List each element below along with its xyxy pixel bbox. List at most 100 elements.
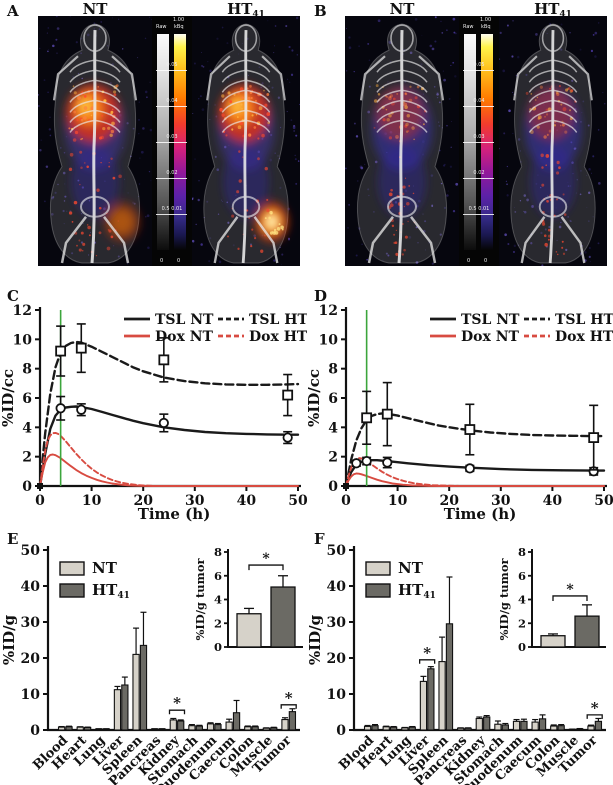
svg-text:%ID/g: %ID/g [0,614,18,665]
bar-ht41-tumor [288,711,297,731]
colorbar-label: 0.05 [473,62,485,68]
curve-tsl-ht41 [38,340,300,488]
svg-text:0: 0 [341,493,351,509]
header-text: HT [534,0,560,18]
data-point [351,458,362,469]
svg-text:%ID/g tumor: %ID/g tumor [499,558,511,641]
colorbar-label: Raw [463,24,474,30]
svg-text:10: 10 [21,687,41,703]
scan-column-header-b-nt: NT [389,0,415,18]
svg-text:4: 4 [22,420,32,436]
colorbar-label: 0.03 [166,134,178,140]
svg-text:6: 6 [328,391,338,407]
colorbar-label: 0.03 [473,134,485,140]
svg-text:20: 20 [439,493,459,509]
line-chart-c: 0 10 20 30 40 50 0 2 4 6 8 10 12 Time (h) %ID/cc TSL NT… [0,303,320,523]
svg-text:2: 2 [214,616,222,630]
skeleton [359,24,445,264]
svg-text:10: 10 [319,332,339,348]
bar-chart-f: 01020304050%ID/gBloodHeartLungLiverSplee… [306,543,606,785]
bar-nt-heart [76,726,84,731]
chart-f-tumor-inset: 0 2 4 6 8 %ID/g tumor * [497,543,612,667]
bar-nt-tumor [587,725,595,731]
bar-nt-liver [419,680,428,731]
bar-nt-pancreas [457,727,465,731]
header-text: HT [227,0,253,18]
inset-bar-nt [236,613,262,648]
bar-nt-caecum [225,721,233,731]
skeleton [206,24,286,264]
panel-label-d: D [314,287,328,305]
mouse-scan-a-ht41 [192,16,300,266]
legend-label: Dox NT [461,329,519,345]
svg-text:12: 12 [319,303,338,319]
legend-label: NT [92,559,118,577]
intensity-colorbar-a: 1.00 Raw kBq 0.05 0.04 0.03 0.02 0.5 0.01 0 0 [152,16,192,266]
line-chart-d: 0 10 20 30 40 50 0 2 4 6 8 10 12 Time (h) %ID/cc TSL NT… [305,303,613,523]
legend-label: TSL HT41 [249,312,307,330]
data-point [282,432,293,443]
scan-column-header-a-ht41: HT41 [192,0,300,20]
legend-label: TSL NT [461,312,520,328]
bar-ht41-lung [408,726,416,731]
chart-c-tumor-uptake-line: 0 10 20 30 40 50 0 2 4 6 8 10 12 Time (h) %ID/cc TSL NT… [0,284,320,523]
svg-text:20: 20 [133,493,153,509]
bar-ht41-spleen [139,644,148,731]
curve-tsl-ht41 [344,412,606,488]
svg-text:4: 4 [214,593,222,607]
significance-star: * [285,689,293,707]
data-point [282,389,294,401]
svg-text:30: 30 [327,615,347,631]
svg-text:6: 6 [214,569,222,583]
bar-nt-heart [382,726,390,731]
colorbar-label: 0 [467,258,471,264]
curve-dox-nt [345,472,605,487]
colorbar-label: 0 [484,258,488,264]
svg-text:40: 40 [21,579,41,595]
background-speckles [345,16,459,265]
mouse-scan-a-nt [38,16,152,266]
svg-text:2: 2 [22,450,32,466]
bar-ht41-pancreas [464,727,472,731]
bar-ht41-liver [427,668,435,731]
colorbar-label: 0.04 [166,98,178,104]
bar-ht41-blood [371,725,379,731]
data-point [76,404,87,415]
data-point [158,354,170,366]
bar-ht41-tumor [594,720,603,731]
bar-ht41-caecum [538,718,547,731]
legend-label: TSL NT [155,312,214,328]
panel-label-c: C [7,287,19,305]
significance-star: * [566,582,574,598]
bar-nt-blood [57,726,66,731]
mouse-scan-image [38,16,152,266]
svg-text:10: 10 [82,493,102,509]
panel-label-f: F [314,530,325,548]
bar-ht41-colon [251,726,259,731]
bar-nt-kidney [169,719,177,731]
svg-text:%ID/g: %ID/g [306,614,324,665]
colorbar-tick [156,214,187,215]
svg-text:50: 50 [21,543,41,559]
mouse-scan-image [345,16,459,266]
bar-nt-duodenum [512,720,521,731]
panel-label-e: E [7,530,19,548]
data-point [464,424,476,435]
colorbar-tick [156,142,187,143]
bar-nt-caecum [531,721,539,731]
scan-column-header-b-ht41: HT41 [499,0,607,20]
bar-ht41-caecum [232,712,241,731]
svg-text:0: 0 [336,723,346,739]
bar-ht41-heart [83,726,92,731]
bar-ht41-duodenum [214,724,222,731]
svg-text:4: 4 [328,420,338,436]
uptake-speckles [373,84,427,258]
svg-text:50: 50 [594,493,613,509]
mouse-scan-image [192,16,300,266]
svg-text:8: 8 [214,545,222,559]
significance-star: * [173,694,181,712]
svg-text:8: 8 [22,362,32,378]
legend-label: Dox HT41 [249,329,307,347]
colorbar-label: kBq [481,24,491,30]
mouse-scan-image [499,16,607,266]
